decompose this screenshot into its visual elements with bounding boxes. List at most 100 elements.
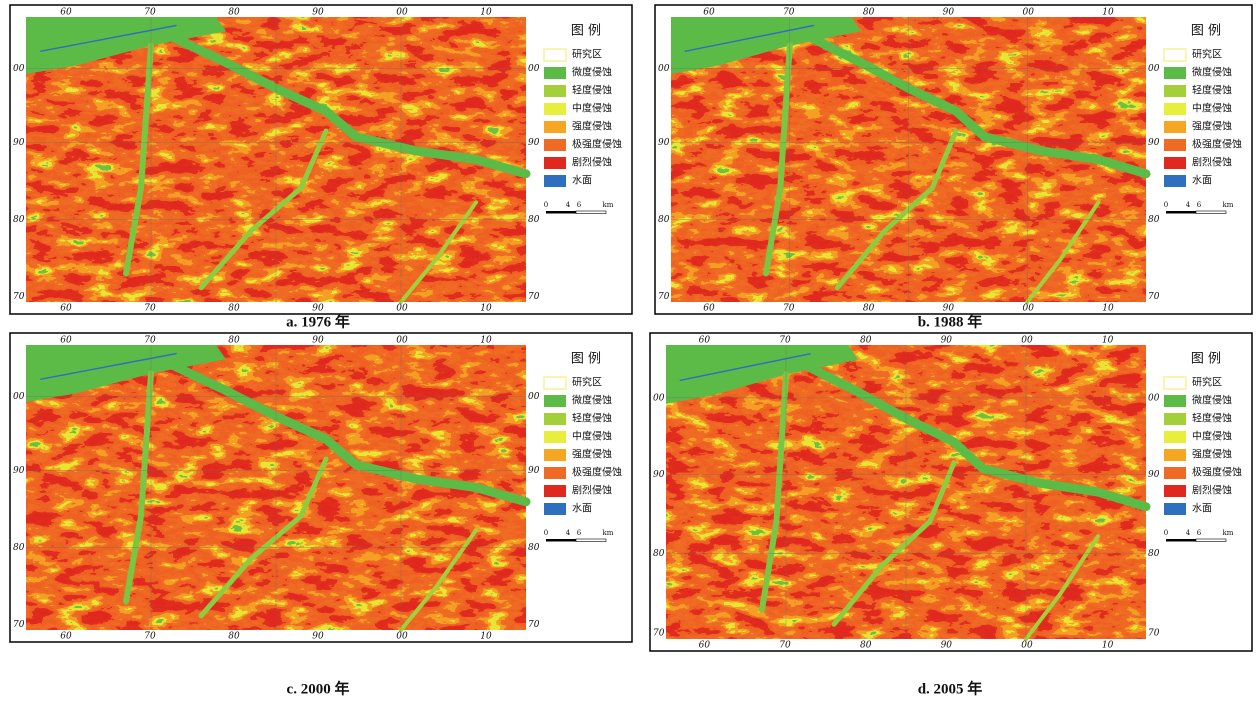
scale-label: 0 [1164, 201, 1168, 209]
grid-label-bottom: 80 [228, 632, 240, 642]
legend-swatch [1164, 467, 1186, 479]
caption: c. 2000 年 [287, 679, 350, 697]
legend-swatch [1164, 485, 1186, 497]
legend-swatch [1164, 395, 1186, 407]
legend-swatch [1164, 103, 1186, 115]
scale-label: 4 [1186, 201, 1191, 209]
grid-label-bottom: 60 [60, 632, 72, 642]
grid-label-top: 00 [1021, 336, 1033, 346]
grid-label-right: 00 [1148, 393, 1160, 403]
grid-label-left: 80 [653, 549, 665, 559]
legend-swatch [1164, 85, 1186, 97]
legend-title: 图 例 [1191, 24, 1221, 39]
legend-swatch [1164, 503, 1186, 515]
legend-label: 极强度侵蚀 [572, 138, 622, 151]
legend-label: 微度侵蚀 [572, 66, 612, 79]
scale-label: 6 [1197, 201, 1202, 209]
scale-bar [576, 539, 606, 542]
legend-swatch [544, 67, 566, 79]
grid-label-left: 00 [13, 392, 25, 402]
legend-label: 强度侵蚀 [1192, 120, 1232, 133]
scale-bar [1166, 211, 1196, 214]
legend-swatch [1164, 49, 1186, 61]
legend-title: 图 例 [571, 24, 601, 39]
grid-label-left: 70 [658, 292, 670, 302]
legend-swatch [544, 157, 566, 169]
legend-label: 微度侵蚀 [1192, 394, 1232, 407]
grid-label-top: 60 [60, 8, 72, 18]
grid-label-bottom: 90 [941, 641, 953, 651]
grid-label-bottom: 60 [703, 304, 715, 314]
scale-label: 4 [1186, 529, 1191, 537]
legend-label: 水面 [572, 175, 592, 187]
grid-label-right: 70 [1148, 629, 1160, 639]
grid-label-bottom: 70 [783, 304, 795, 314]
legend-swatch [544, 395, 566, 407]
scale-label: km [603, 529, 614, 537]
grid-label-left: 00 [13, 64, 25, 74]
grid-label-top: 00 [396, 8, 408, 18]
legend-label: 强度侵蚀 [1192, 448, 1232, 461]
legend-label: 研究区 [572, 376, 602, 389]
legend-label: 轻度侵蚀 [1192, 84, 1232, 97]
legend-swatch [544, 103, 566, 115]
grid-label-right: 80 [1148, 215, 1160, 225]
grid-label-bottom: 00 [396, 304, 408, 314]
grid-label-right: 90 [528, 138, 540, 148]
grid-label-bottom: 10 [480, 632, 492, 642]
figure: 6060707080809090000010100000909080807070… [0, 0, 1257, 702]
legend-swatch [544, 413, 566, 425]
grid-label-bottom: 90 [312, 632, 324, 642]
legend-label: 微度侵蚀 [1192, 66, 1232, 79]
legend-title: 图 例 [1191, 352, 1221, 367]
grid-label-left: 70 [653, 629, 665, 639]
legend-swatch [544, 485, 566, 497]
grid-label-top: 00 [1022, 8, 1034, 18]
grid-label-left: 80 [13, 543, 25, 553]
legend-label: 水面 [1192, 175, 1212, 187]
caption: d. 2005 年 [918, 679, 983, 697]
grid-label-top: 10 [480, 8, 492, 18]
legend-label: 剧烈侵蚀 [572, 484, 612, 497]
legend-swatch [1164, 431, 1186, 443]
legend-swatch [544, 503, 566, 515]
grid-label-top: 90 [943, 8, 955, 18]
grid-label-top: 70 [783, 8, 795, 18]
grid-label-bottom: 10 [480, 304, 492, 314]
grid-label-bottom: 10 [1102, 641, 1114, 651]
grid-label-left: 90 [13, 138, 25, 148]
legend-swatch [544, 139, 566, 151]
caption: b. 1988 年 [918, 312, 983, 330]
grid-label-bottom: 90 [312, 304, 324, 314]
legend-swatch [1164, 139, 1186, 151]
grid-label-top: 10 [480, 336, 492, 346]
legend-swatch [544, 175, 566, 187]
grid-label-bottom: 70 [144, 304, 156, 314]
legend-label: 水面 [1192, 503, 1212, 515]
scale-label: km [603, 201, 614, 209]
legend-swatch [1164, 449, 1186, 461]
grid-label-bottom: 00 [1021, 641, 1033, 651]
legend-label: 极强度侵蚀 [1192, 466, 1242, 479]
grid-label-right: 00 [1148, 64, 1160, 74]
grid-label-right: 80 [528, 215, 540, 225]
grid-label-left: 90 [653, 470, 665, 480]
scale-label: 0 [544, 529, 548, 537]
grid-label-bottom: 60 [60, 304, 72, 314]
legend-swatch [1164, 157, 1186, 169]
grid-label-left: 70 [13, 292, 25, 302]
scale-label: 0 [1164, 529, 1168, 537]
legend-swatch [544, 449, 566, 461]
grid-label-top: 80 [228, 336, 240, 346]
grid-label-right: 90 [1148, 470, 1160, 480]
scale-label: 6 [577, 201, 582, 209]
scale-label: 4 [566, 529, 571, 537]
grid-label-top: 10 [1102, 8, 1114, 18]
legend-label: 研究区 [1192, 48, 1222, 61]
grid-label-left: 00 [653, 393, 665, 403]
grid-label-top: 70 [144, 8, 156, 18]
grid-label-top: 70 [779, 336, 791, 346]
caption: a. 1976 年 [286, 312, 350, 330]
